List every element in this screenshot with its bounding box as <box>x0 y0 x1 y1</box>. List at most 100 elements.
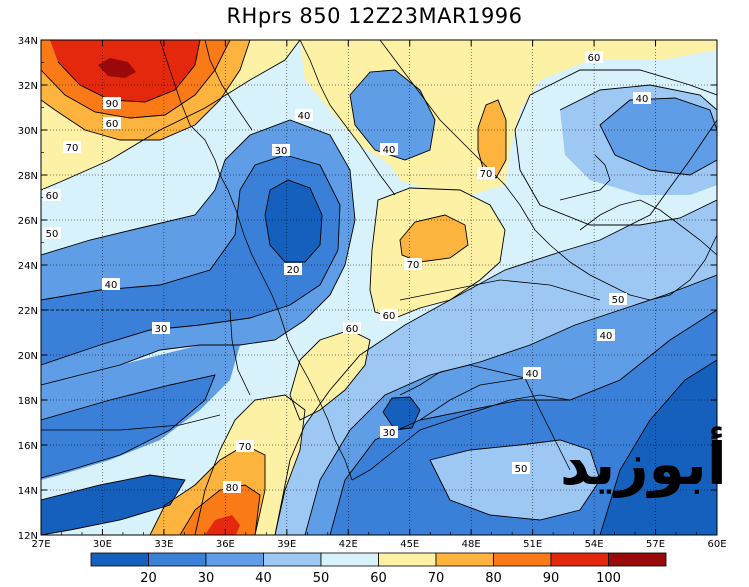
contour-label-bg <box>609 293 627 305</box>
lon-label: 57E <box>646 539 665 550</box>
contour-label-bg <box>43 189 61 201</box>
contour-line <box>149 444 266 535</box>
lat-label: 12N <box>18 531 38 542</box>
contour-line <box>41 474 186 535</box>
lon-label: 51E <box>523 539 542 550</box>
lat-label: 32N <box>18 81 38 92</box>
contour-label-bg <box>295 109 313 121</box>
contour-label: 60 <box>383 311 396 322</box>
rh-fill-layer <box>41 40 717 535</box>
lat-label: 14N <box>18 486 38 497</box>
contour-line <box>41 40 231 119</box>
colorbar-swatch <box>148 552 207 567</box>
contour-label-bg <box>633 92 651 104</box>
contour-line <box>194 394 306 535</box>
coastline <box>379 40 717 301</box>
contour-label: 50 <box>46 229 59 240</box>
colorbar-swatch <box>435 552 494 567</box>
coastline <box>579 199 717 256</box>
colorbar-swatch <box>608 552 667 567</box>
colorbar-label: 70 <box>428 571 445 586</box>
contour-label-bg <box>343 322 361 334</box>
contour-label: 90 <box>106 99 119 110</box>
rh-region-red-south <box>205 515 240 535</box>
colorbar-swatch <box>205 552 264 567</box>
colorbar-label: 20 <box>140 571 157 586</box>
rh-region-midblue-sahara <box>41 155 340 365</box>
lat-label: 18N <box>18 396 38 407</box>
contour-line <box>289 329 371 421</box>
lon-label: 60E <box>707 539 726 550</box>
contour-label: 60 <box>346 324 359 335</box>
rh-region-darkorange-south <box>180 485 260 535</box>
contour-line <box>529 69 717 96</box>
contour-label: 70 <box>407 260 420 271</box>
contour-label-bg <box>102 278 120 290</box>
rh-region-orange-arabia <box>400 215 468 262</box>
border-line <box>41 414 221 431</box>
coastline <box>351 394 571 481</box>
lon-label: 30E <box>93 539 112 550</box>
contour-label: 60 <box>46 191 59 202</box>
map-title: RHprs 850 12Z23MAR1996 <box>226 4 523 28</box>
contour-label: 30 <box>383 428 396 439</box>
colorbar: 20 30 40 50 60 70 80 90 100 <box>90 552 667 586</box>
axis-ticks <box>40 39 718 536</box>
contour-label-bg <box>597 329 615 341</box>
lon-label: 54E <box>585 539 604 550</box>
contour-label-bg <box>585 51 603 63</box>
contour-label-bg <box>380 309 398 321</box>
lat-label: 16N <box>18 441 38 452</box>
contour-label: 50 <box>612 295 625 306</box>
contour-label-bg <box>284 263 302 275</box>
contour-line <box>41 374 216 479</box>
lon-label: 39E <box>277 539 296 550</box>
colorbar-swatch <box>493 552 552 567</box>
contour-line <box>429 439 601 521</box>
lon-label: 48E <box>462 539 481 550</box>
contour-label-bg <box>380 143 398 155</box>
rh-region-lightblue-arabiansea <box>430 440 600 520</box>
contour-line <box>599 97 717 176</box>
contour-line <box>274 119 717 535</box>
colorbar-label: 100 <box>596 571 621 586</box>
contour-label: 20 <box>287 265 300 276</box>
contour-label: 40 <box>636 94 649 105</box>
coastline <box>299 40 396 196</box>
contour-label: 70 <box>66 143 79 154</box>
contour-label-bg <box>43 227 61 239</box>
lon-label: 36E <box>216 539 235 550</box>
lat-label: 22N <box>18 306 38 317</box>
colorbar-label: 40 <box>255 571 272 586</box>
lon-label: 45E <box>400 539 419 550</box>
lon-label: 42E <box>339 539 358 550</box>
contour-label-bg <box>523 367 541 379</box>
contour-label: 70 <box>239 442 252 453</box>
map-frame <box>40 39 718 536</box>
contour-label-bg <box>272 144 290 156</box>
colorbar-swatch <box>550 552 609 567</box>
contour-line <box>477 99 507 179</box>
contour-labels: 60 40 90 60 70 40 30 40 70 60 50 20 70 40 30 60 60 50 40 40… <box>43 51 651 494</box>
lat-label: 24N <box>18 261 38 272</box>
contour-label-bg <box>103 97 121 109</box>
latitude-labels: 34N 32N 30N 28N 26N 24N 22N 20N 18N 16N 14N 12N <box>18 36 38 542</box>
contour-label: 60 <box>588 53 601 64</box>
lat-label: 26N <box>18 216 38 227</box>
contour-label: 50 <box>515 464 528 475</box>
contour-label: 40 <box>526 369 539 380</box>
contour-line <box>41 119 356 386</box>
contour-line <box>369 187 506 319</box>
contour-label-bg <box>477 167 495 179</box>
contour-label: 30 <box>155 324 168 335</box>
colorbar-label: 90 <box>543 571 560 586</box>
coastline <box>399 364 526 396</box>
contour-line <box>264 179 323 263</box>
contour-lines <box>41 40 717 535</box>
border-line <box>399 279 601 301</box>
contour-label-bg <box>236 440 254 452</box>
rh-region-blue-mideast <box>350 70 435 160</box>
colorbar-swatch <box>90 552 149 567</box>
contour-line <box>41 40 301 191</box>
